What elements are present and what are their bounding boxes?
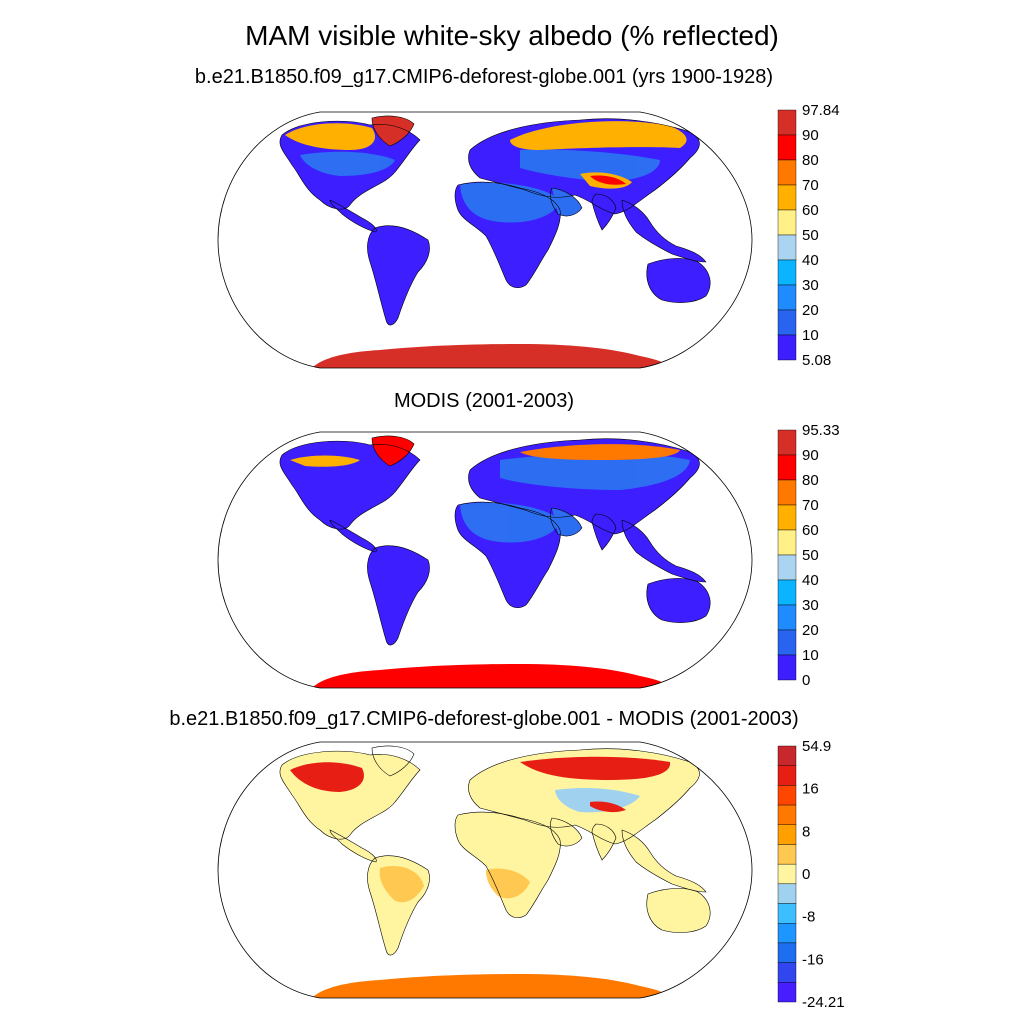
colorbar-label: 54.9 [802,738,831,755]
colorbar-panel-1: 97.84 90 80 70 60 50 40 30 20 10 5.08 [777,102,840,369]
colorbar-label: 40 [802,252,819,269]
colorbar-label: 20 [802,622,819,639]
colorbar-swatch [777,334,797,361]
colorbar-label: 95.33 [802,422,840,439]
colorbar-label: -8 [802,909,815,926]
colorbar-swatch [777,259,797,286]
colorbar-label: 70 [802,177,819,194]
map-panel-model: 97.84 90 80 70 60 50 40 30 20 10 5.08 [217,102,840,369]
globe-outline [217,431,753,689]
colorbar-swatch [777,134,797,161]
colorbar-swatch [777,284,797,311]
colorbar-label: 10 [802,647,819,664]
colorbar-swatch [777,745,797,766]
colorbar-label: 50 [802,547,819,564]
colorbar-label: 97.84 [802,102,840,119]
colorbar-swatch [777,804,797,825]
colorbar-swatch [777,883,797,904]
land-large-positive [290,756,671,813]
colorbar-label: 8 [802,823,810,840]
colorbar-swatch [777,844,797,865]
colorbar-swatch [777,479,797,506]
colorbar-swatch [777,109,797,136]
colorbar-swatch [777,209,797,236]
figure-title: MAM visible white-sky albedo (% reflecte… [245,20,779,51]
colorbar-label: 60 [802,522,819,539]
land-high-albedo-north [290,444,680,467]
land-snow-albedo [312,116,670,368]
panel-1-subtitle: b.e21.B1850.f09_g17.CMIP6-deforest-globe… [194,66,774,88]
colorbar-swatch [777,554,797,581]
colorbar-label: 80 [802,152,819,169]
colorbar-label: 40 [802,572,819,589]
colorbar-swatch [777,654,797,681]
colorbar-swatch [777,529,797,556]
colorbar-swatch [777,184,797,211]
colorbar-label: 30 [802,277,819,294]
colorbar-swatch [777,923,797,944]
colorbar-label: 90 [802,127,819,144]
colorbar-label: 60 [802,202,819,219]
colorbar-label: 0 [802,866,810,883]
colorbar-swatch [777,309,797,336]
colorbar-swatch [777,785,797,806]
colorbar-swatch [777,863,797,885]
colorbar-swatch [777,765,797,786]
colorbar-label: 80 [802,472,819,489]
colorbar-swatch [777,234,797,261]
colorbar-swatch [777,942,797,963]
colorbar-swatch [777,579,797,606]
map-panel-difference: 54.9 16 8 0 -8 -16 -24.21 [217,738,845,1011]
globe-outline [217,111,753,369]
colorbar-panel-2: 95.33 90 80 70 60 50 40 30 20 10 0 [777,422,840,689]
colorbar-label: -16 [802,951,824,968]
globe-outline [217,741,753,999]
colorbar-swatch [777,159,797,186]
colorbar-swatch [777,962,797,983]
colorbar-label: 70 [802,497,819,514]
panel-3-subtitle: b.e21.B1850.f09_g17.CMIP6-deforest-globe… [169,708,799,730]
land-mid-albedo [300,149,660,223]
land-mid-albedo [460,453,690,543]
map-panel-modis: 95.33 90 80 70 60 50 40 30 20 10 0 [217,422,840,689]
colorbar-label: 30 [802,597,819,614]
panel-2-subtitle: MODIS (2001-2003) [393,390,575,412]
colorbar-swatch [777,629,797,656]
colorbar-label: 16 [802,781,819,798]
colorbar-swatch [777,903,797,924]
colorbar-panel-3: 54.9 16 8 0 -8 -16 -24.21 [777,738,845,1011]
colorbar-swatch [777,504,797,531]
colorbar-label: 50 [802,227,819,244]
land-antarctic-positive [312,974,670,998]
colorbar-swatch [777,429,797,456]
land-moderate-positive [379,866,530,903]
colorbar-label: 5.08 [802,352,831,369]
colorbar-label: -24.21 [802,994,845,1011]
colorbar-swatch [777,824,797,845]
colorbar-swatch [777,454,797,481]
colorbar-label: 90 [802,447,819,464]
colorbar-label: 10 [802,327,819,344]
colorbar-swatch [777,604,797,631]
colorbar-swatch [777,982,797,1003]
colorbar-label: 0 [802,672,810,689]
colorbar-label: 20 [802,302,819,319]
